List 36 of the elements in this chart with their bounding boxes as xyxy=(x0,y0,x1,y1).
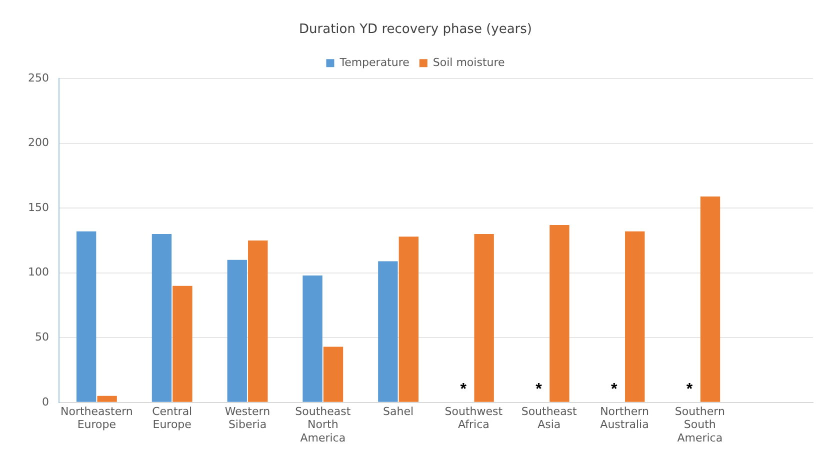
x-tick-label: Southeast Asia xyxy=(521,404,578,432)
x-tick-label: Southern South America xyxy=(674,404,725,444)
y-tick-label: 150 xyxy=(28,200,49,214)
bar xyxy=(227,260,247,402)
bar xyxy=(152,234,172,402)
annotation: * xyxy=(611,380,618,398)
annotation: * xyxy=(536,380,543,398)
annotation: * xyxy=(460,380,468,398)
bar xyxy=(398,236,419,402)
bar xyxy=(550,224,570,402)
y-tick-label: 250 xyxy=(28,71,49,84)
bar xyxy=(323,346,344,402)
legend-label: Temperature xyxy=(338,56,410,69)
x-tick-label: Northern Australia xyxy=(600,404,649,432)
x-tick-label: Southeast North America xyxy=(295,404,352,444)
bar xyxy=(700,196,720,402)
annotation: * xyxy=(686,380,694,398)
y-tick-label: 50 xyxy=(34,330,49,344)
y-tick-label: 200 xyxy=(28,136,49,150)
x-tick-label: Western Siberia xyxy=(224,404,270,432)
legend-label: Soil moisture xyxy=(432,56,506,69)
bar xyxy=(248,240,268,402)
bar xyxy=(76,231,96,402)
x-tick-label: Northeastern Europe xyxy=(60,404,133,432)
bar xyxy=(172,286,192,402)
chart-title: Duration YD recovery phase (years) xyxy=(299,22,532,38)
bar xyxy=(378,261,398,402)
x-tick-label: Central Europe xyxy=(152,404,192,432)
bar xyxy=(302,275,322,402)
bar xyxy=(625,231,645,402)
y-tick-label: 0 xyxy=(42,395,49,408)
x-tick-label: Sahel xyxy=(383,404,414,418)
bar xyxy=(474,234,494,402)
x-tick-label: Southwest Africa xyxy=(444,404,504,432)
y-tick-label: 100 xyxy=(28,266,49,279)
bar xyxy=(97,396,117,402)
